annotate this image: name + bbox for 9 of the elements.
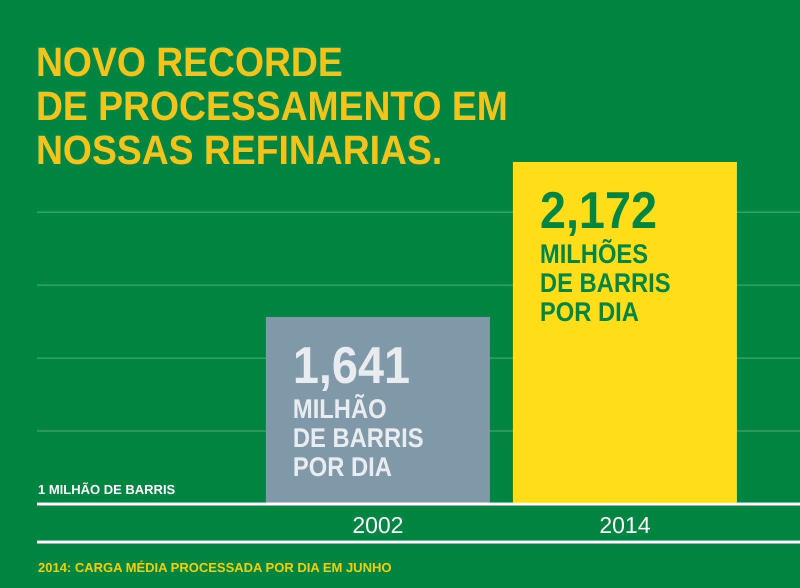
x-tick-label: 2014 (599, 512, 651, 538)
data-label: 1,641 (292, 336, 410, 395)
text: 2014: CARGA MÉDIA PROCESSADA POR DIA EM JUNHO (38, 560, 392, 575)
chart-title: NOVO RECORDE DE PROCESSAMENTO EM NOSSAS REFINARIAS. (36, 40, 508, 174)
text: 1 MILHÃO DE BARRIS (38, 482, 176, 497)
data-label: 2,172 (540, 182, 658, 240)
annotation: MILHÕES DE BARRIS POR DIA (540, 238, 671, 328)
x-tick-label: 2002 (352, 512, 404, 538)
annotation: MILHÃO DE BARRIS POR DIA (292, 394, 424, 482)
